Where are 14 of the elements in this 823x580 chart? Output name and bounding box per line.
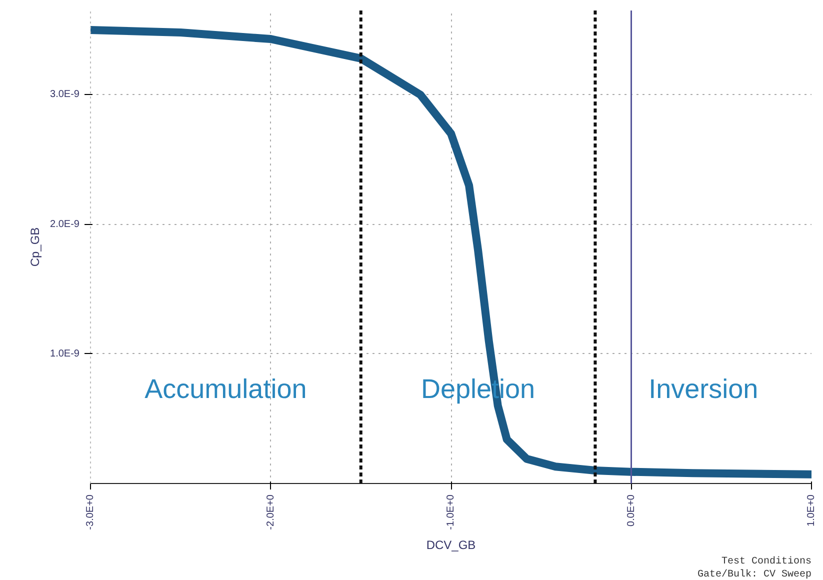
x-tick-label: 1.0E+0	[806, 494, 817, 526]
y-axis-title: Cp_GB	[28, 227, 42, 267]
text: Test Conditions	[721, 556, 812, 568]
x-tick-label: -2.0E+0	[265, 494, 276, 530]
x-axis-title: DCV_GB	[426, 538, 476, 552]
annotation: Accumulation	[144, 374, 307, 404]
x-tick-label: -1.0E+0	[446, 494, 456, 530]
x-tick-label: 0.0E+0	[626, 494, 637, 526]
text: Gate/Bulk: CV Sweep	[697, 568, 812, 580]
y-tick-label: 2.0E-9	[50, 218, 80, 230]
y-tick-label: 3.0E-9	[50, 89, 80, 100]
y-tick-label: 1.0E-9	[50, 348, 80, 360]
x-tick-label: -3.0E+0	[85, 494, 96, 530]
annotation: Inversion	[648, 374, 758, 404]
